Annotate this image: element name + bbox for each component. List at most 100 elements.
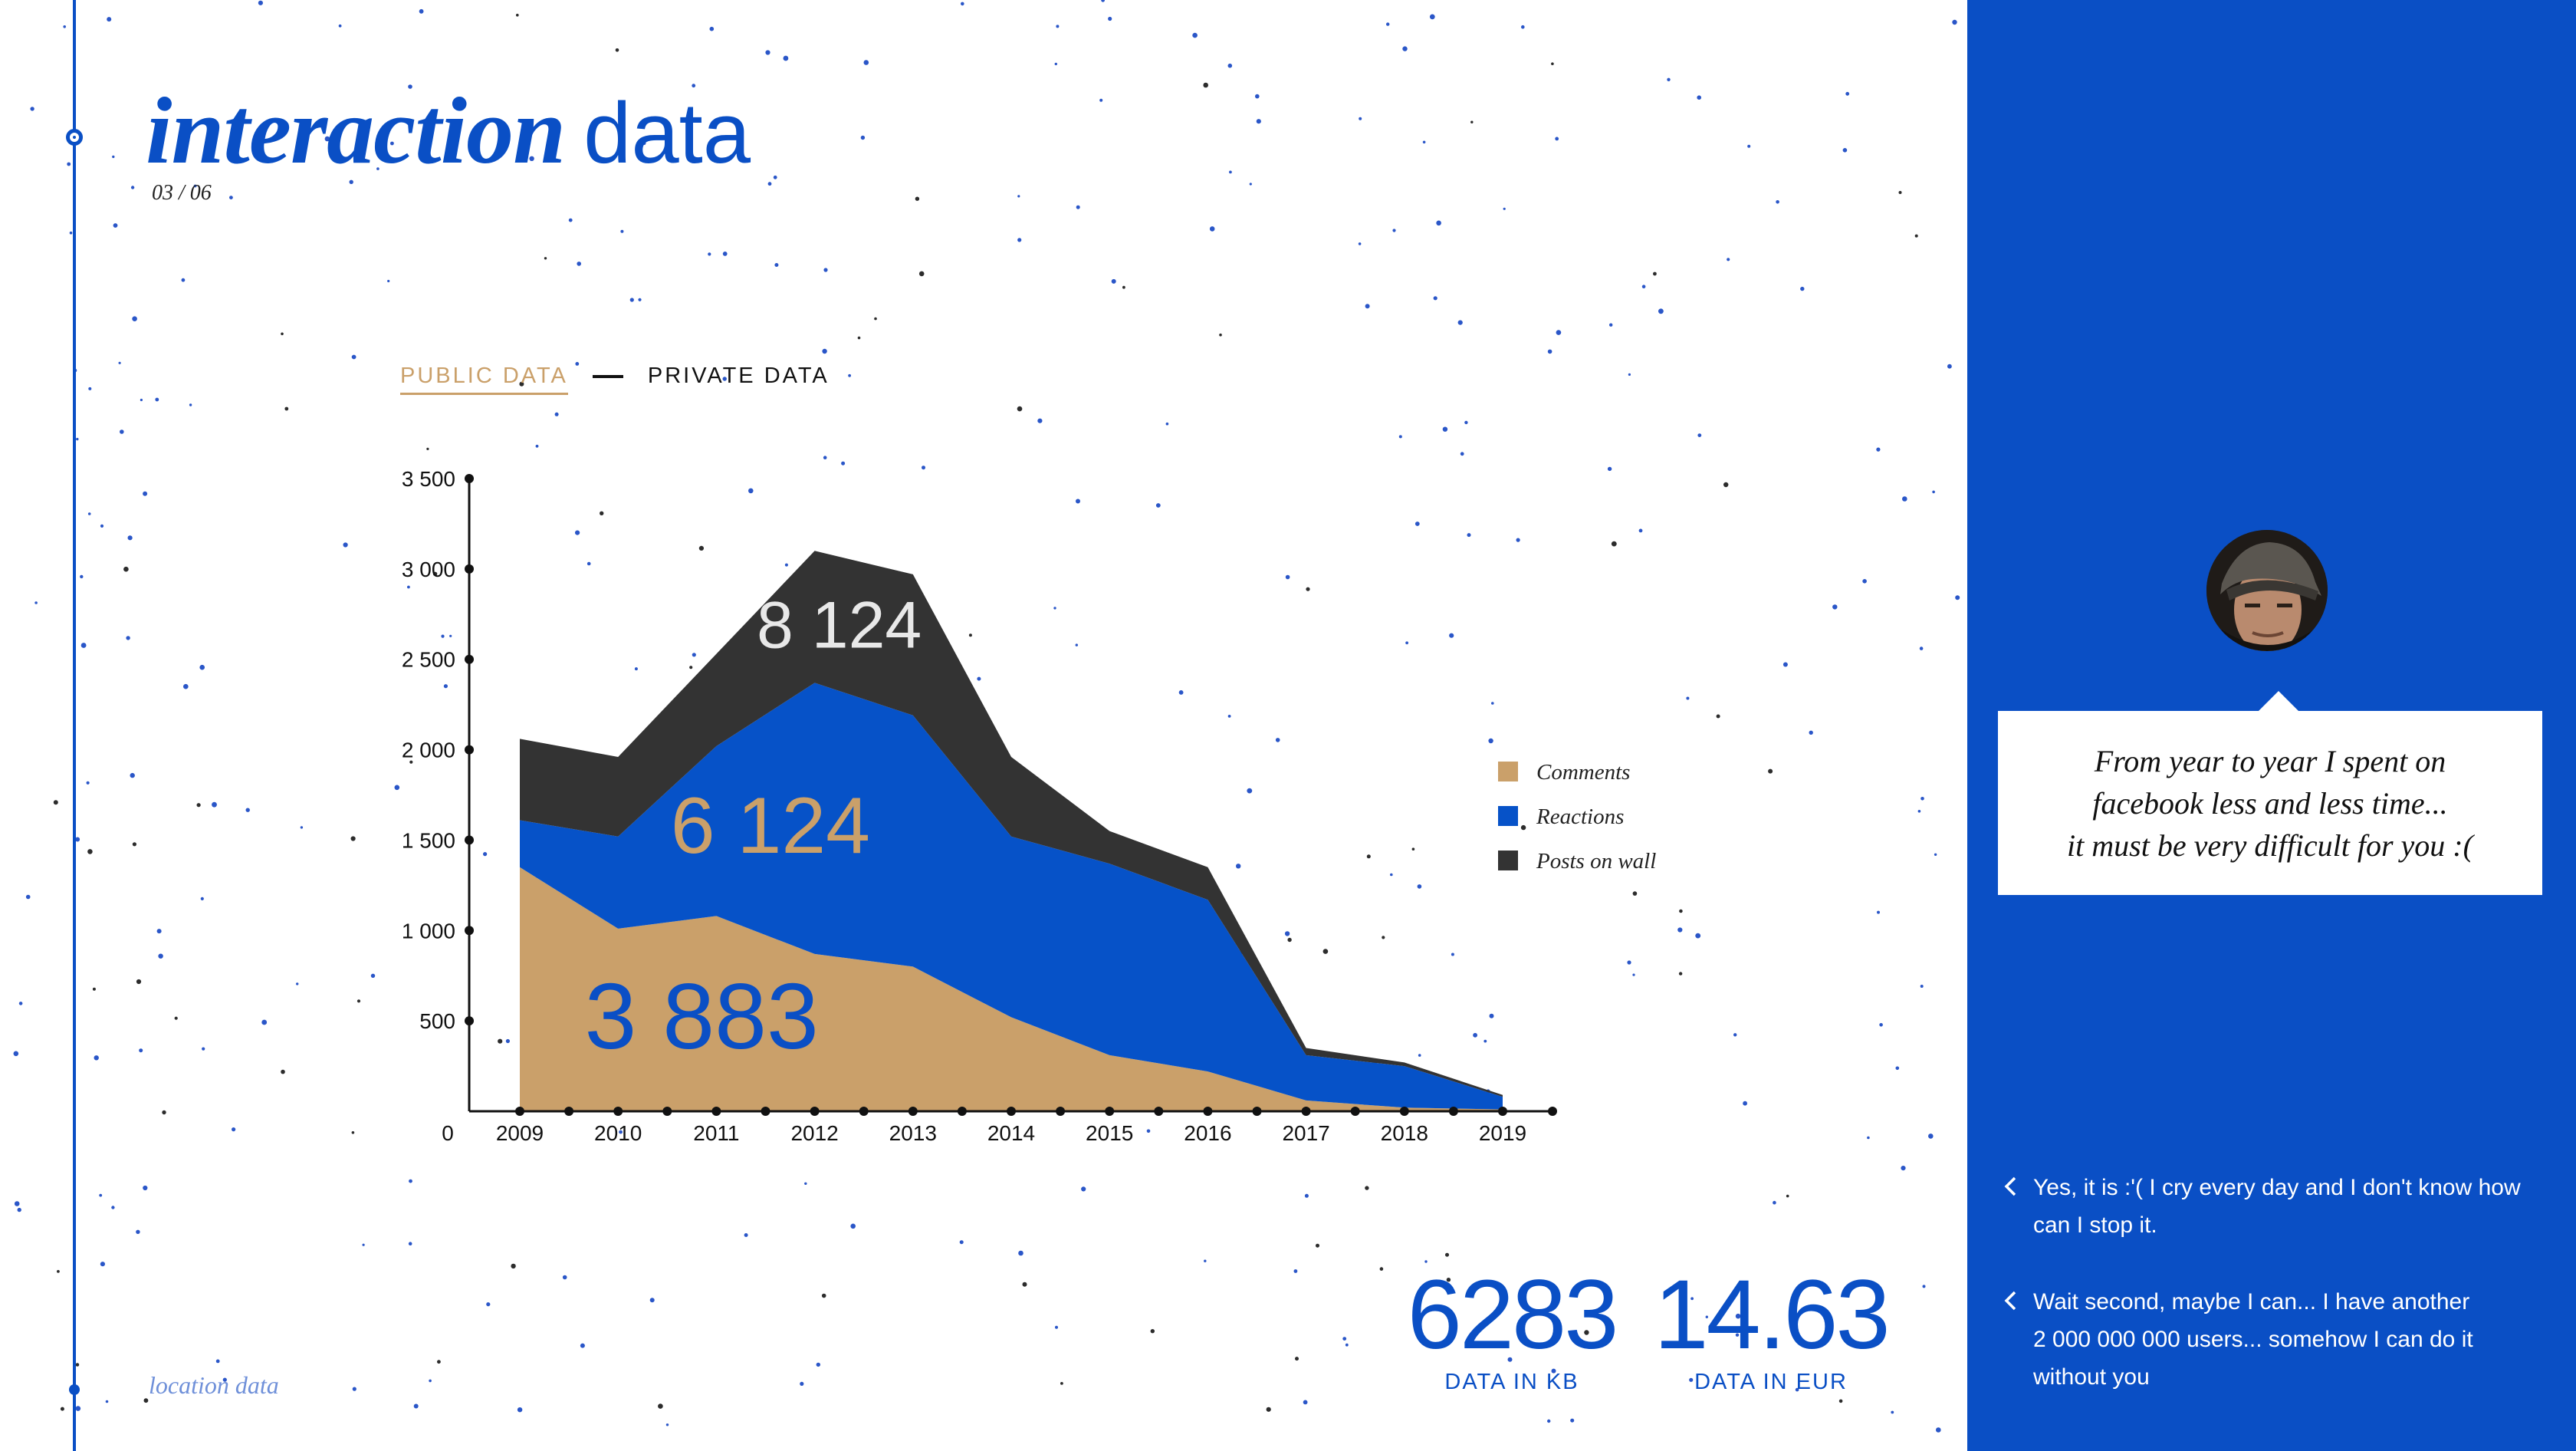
- background-dot: [376, 167, 380, 170]
- background-dot: [692, 653, 696, 657]
- x-tick-dot: [1203, 1107, 1213, 1116]
- background-dot: [1056, 25, 1060, 28]
- x-tick-dot: [1252, 1107, 1262, 1116]
- reply-option-2[interactable]: Wait second, maybe I can... I have anoth…: [2004, 1283, 2562, 1396]
- background-dot: [1919, 647, 1924, 650]
- background-dot: [638, 298, 642, 301]
- background-dot: [1735, 1313, 1741, 1319]
- background-dot: [1473, 1032, 1477, 1038]
- x-tick-dot: [908, 1107, 918, 1116]
- background-dot: [18, 1002, 23, 1005]
- background-dot: [324, 136, 330, 142]
- background-dot: [1607, 466, 1612, 472]
- background-dot: [139, 1048, 143, 1053]
- background-dot: [1018, 1250, 1024, 1256]
- background-dot: [1405, 641, 1408, 645]
- background-dot: [1627, 960, 1631, 965]
- background-dot: [1520, 824, 1526, 831]
- background-dot: [658, 1403, 663, 1409]
- background-dot: [961, 2, 964, 6]
- tab-private-data[interactable]: PRIVATE DATA: [647, 364, 830, 388]
- x-tick-label: 2016: [1184, 1121, 1231, 1145]
- background-dot: [87, 512, 91, 515]
- background-dot: [1891, 1410, 1894, 1414]
- background-dot: [1521, 25, 1525, 29]
- background-dot: [722, 377, 727, 381]
- background-dot: [1316, 1243, 1319, 1248]
- x-tick-dot: [1498, 1107, 1507, 1116]
- background-dot: [874, 317, 877, 321]
- background-dot: [1867, 1136, 1870, 1140]
- background-dot: [261, 1019, 268, 1025]
- background-dot: [1584, 1330, 1589, 1335]
- timeline-node-next[interactable]: [69, 1384, 80, 1395]
- area-comments: [520, 867, 1503, 1111]
- chat-message-line: facebook less and less time...: [2092, 786, 2448, 821]
- background-dot: [60, 1407, 64, 1411]
- background-dot: [1417, 884, 1422, 889]
- series-total-label: 6 124: [671, 781, 870, 870]
- background-dot: [1809, 730, 1813, 735]
- background-dot: [1936, 1427, 1941, 1433]
- background-dot: [1379, 1267, 1384, 1271]
- background-dot: [841, 461, 846, 466]
- x-tick-dot: [564, 1107, 574, 1116]
- background-dot: [575, 530, 580, 535]
- x-tick-dot: [1350, 1107, 1360, 1116]
- background-dot: [915, 196, 920, 201]
- background-dot: [1628, 373, 1631, 376]
- background-dot: [1547, 1419, 1551, 1423]
- background-dot: [232, 1127, 236, 1132]
- background-dot: [140, 398, 143, 402]
- background-dot: [620, 229, 624, 233]
- background-dot: [80, 574, 84, 579]
- x-tick-label: 2019: [1479, 1121, 1526, 1145]
- background-dot: [1914, 234, 1918, 238]
- background-dot: [1842, 148, 1848, 153]
- background-dot: [1445, 1252, 1449, 1257]
- background-dot: [968, 633, 972, 637]
- background-dot: [1786, 1194, 1789, 1198]
- x-tick-dot: [662, 1107, 672, 1116]
- background-dot: [600, 511, 604, 515]
- x-tick-dot: [1448, 1107, 1458, 1116]
- background-dot: [1306, 587, 1310, 591]
- background-dot: [1219, 333, 1222, 337]
- background-dot: [586, 561, 591, 566]
- background-dot: [362, 1243, 365, 1246]
- background-dot: [284, 406, 289, 411]
- background-dot: [1697, 95, 1701, 100]
- background-dot: [1920, 985, 1924, 988]
- reply-option-1[interactable]: Yes, it is :'( I cry every day and I don…: [2004, 1169, 2562, 1244]
- y-tick-label: 1 500: [402, 828, 455, 852]
- background-dot: [222, 1377, 227, 1382]
- x-tick-label: 2012: [790, 1121, 838, 1145]
- background-dot: [1556, 330, 1562, 335]
- background-dot: [767, 182, 772, 186]
- background-dot: [1551, 62, 1554, 65]
- background-dot: [1076, 205, 1080, 209]
- background-dot: [511, 1263, 516, 1269]
- page-title: interaction data: [146, 77, 751, 186]
- tab-public-data[interactable]: PUBLIC DATA: [400, 364, 568, 395]
- timeline-line: [73, 0, 76, 1451]
- background-dot: [1705, 1315, 1708, 1318]
- series-total-label: 8 124: [757, 588, 922, 662]
- background-dot: [1209, 226, 1215, 232]
- x-tick-label: 2011: [693, 1121, 739, 1145]
- background-dot: [75, 837, 80, 842]
- background-dot: [1449, 633, 1454, 638]
- y-tick-label: 0: [442, 1121, 454, 1145]
- stat-label-kb: DATA IN KB: [1444, 1370, 1579, 1394]
- background-dot: [1055, 1325, 1058, 1329]
- background-dot: [1227, 63, 1233, 68]
- prev-section-link[interactable]: location data: [149, 1371, 279, 1399]
- background-dot: [441, 634, 445, 638]
- timeline-node-current[interactable]: [66, 129, 83, 146]
- background-dot: [516, 13, 519, 17]
- background-dot: [349, 179, 353, 184]
- background-dot: [1249, 183, 1252, 186]
- background-dot: [774, 263, 779, 267]
- x-axis-end-dot: [1548, 1107, 1557, 1116]
- background-dot: [1928, 1133, 1934, 1139]
